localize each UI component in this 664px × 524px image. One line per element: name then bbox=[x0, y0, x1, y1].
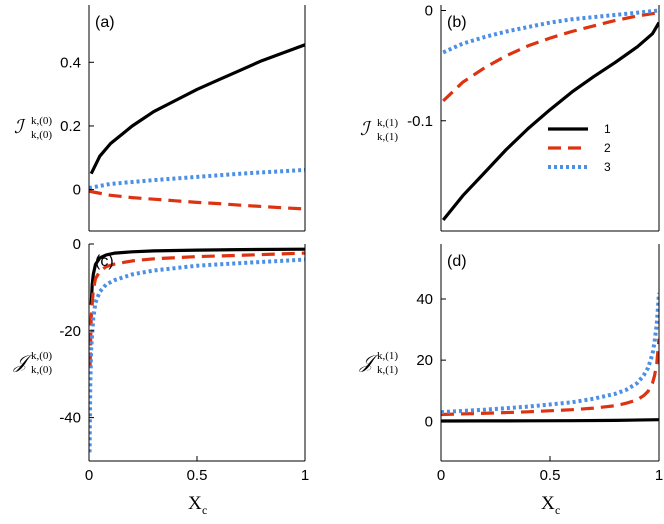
y-tick-label-c: 0 bbox=[73, 236, 81, 253]
legend-label-3: 3 bbox=[604, 160, 611, 174]
panel-b: 0 -0.1 (b) ℐ k,(1) k,(1) bbox=[360, 3, 660, 232]
y-label-subscript-b: k,(1) bbox=[377, 131, 398, 143]
x-tick-label-c: 0.5 bbox=[187, 467, 208, 484]
y-tick-label-d: 20 bbox=[416, 352, 433, 369]
y-label-subscript-a: k,(0) bbox=[31, 129, 52, 141]
y-label-symbol-a: ℐ bbox=[14, 117, 26, 138]
y-tick-label-c: -20 bbox=[59, 323, 81, 340]
x-label-symbol-d: X bbox=[541, 493, 555, 514]
y-label-superscript-d: k,(1) bbox=[377, 350, 398, 362]
y-tick-label-d: 40 bbox=[416, 291, 433, 308]
panel-label-d: (d) bbox=[447, 253, 467, 270]
series-2-line-c bbox=[89, 251, 305, 366]
panel-a: 0 0.2 0.4 (a) ℐ k,(0) k,(0) bbox=[14, 5, 306, 232]
panel-label-c: (c) bbox=[95, 253, 114, 270]
y-tick-label-a: 0.2 bbox=[60, 118, 81, 135]
series-3-line-c bbox=[89, 257, 305, 453]
x-tick-label-c: 0 bbox=[85, 467, 93, 484]
panel-c: 0-20-400 0.5 1(c)𝒥 k,(0)k,(0)X c bbox=[13, 236, 309, 517]
series-2-line-d bbox=[441, 338, 659, 417]
y-label-subscript-c: k,(0) bbox=[31, 364, 52, 376]
series-1-line-c bbox=[89, 247, 305, 305]
series-2-line-a bbox=[89, 189, 305, 211]
x-tick-label-d: 0.5 bbox=[540, 467, 561, 484]
y-label-symbol-b: ℐ bbox=[360, 119, 372, 140]
legend-label-2: 2 bbox=[604, 141, 611, 155]
y-tick-label-c: -40 bbox=[59, 410, 81, 427]
y-tick-label-b: -0.1 bbox=[407, 113, 433, 130]
panel-label-b: (b) bbox=[447, 14, 467, 31]
y-tick-label-a: 0 bbox=[73, 182, 81, 199]
x-label-subscript-c: c bbox=[202, 503, 207, 517]
series-1-line-b bbox=[441, 21, 659, 222]
x-tick-label-d: 0 bbox=[437, 467, 445, 484]
y-label-subscript-d: k,(1) bbox=[377, 364, 398, 376]
x-tick-label-d: 1 bbox=[655, 467, 663, 484]
series-1-line-a bbox=[89, 43, 305, 175]
legend: 1 2 3 bbox=[548, 122, 611, 174]
legend-label-1: 1 bbox=[604, 122, 611, 136]
y-tick-label-d: 0 bbox=[425, 413, 433, 430]
series-2-line-b bbox=[442, 11, 659, 103]
y-label-superscript-a: k,(0) bbox=[31, 115, 52, 127]
x-label-symbol-c: X bbox=[188, 493, 202, 514]
x-label-subscript-d: c bbox=[555, 503, 560, 517]
series-3-line-d bbox=[441, 292, 659, 415]
y-tick-label-a: 0.4 bbox=[60, 54, 81, 71]
series-3-line-a bbox=[89, 167, 305, 190]
series-3-line-b bbox=[442, 8, 659, 55]
x-tick-label-c: 1 bbox=[301, 467, 309, 484]
y-label-superscript-c: k,(0) bbox=[31, 350, 52, 362]
series-1-line-d bbox=[441, 418, 659, 423]
y-tick-label-b: 0 bbox=[425, 3, 433, 20]
panel-label-a: (a) bbox=[95, 14, 115, 31]
y-label-superscript-b: k,(1) bbox=[377, 117, 398, 129]
